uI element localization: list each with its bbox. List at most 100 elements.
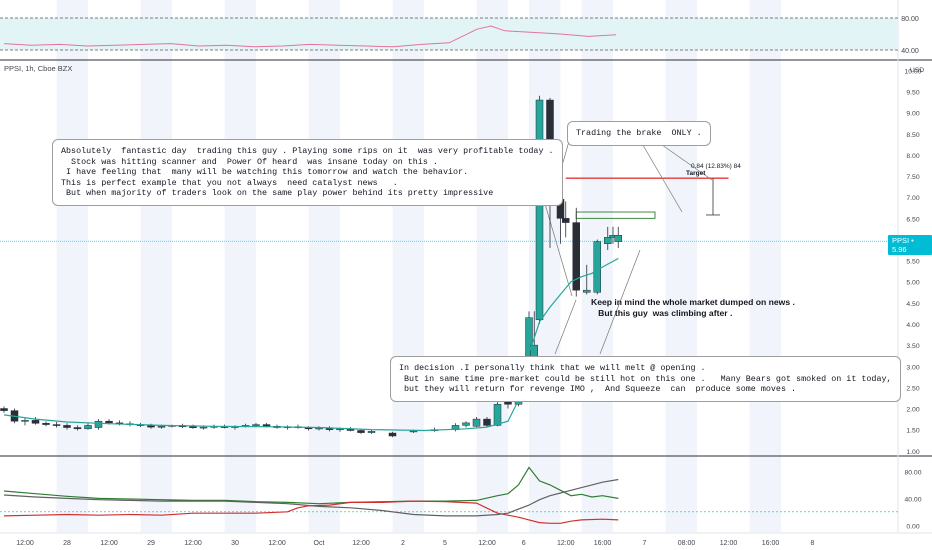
session-shade-5 — [476, 0, 508, 532]
decision-annotation-note[interactable]: In decision .I personally think that we … — [390, 356, 901, 402]
main-note-pointer-a — [542, 196, 573, 297]
candle-body-10 — [105, 420, 113, 424]
candle-body-24 — [252, 424, 260, 426]
time-tick-label-10: 5 — [443, 540, 447, 547]
time-tick-label-4: 12:00 — [184, 540, 202, 547]
time-tick-label-6: 12:00 — [268, 540, 286, 547]
candle-body-0 — [0, 408, 8, 411]
moving-average-line — [3, 257, 619, 432]
time-tick-label-0: 12:00 — [16, 540, 34, 547]
rsi-series-line-0 — [3, 25, 617, 48]
candle-body-4 — [42, 423, 50, 425]
time-tick-label-18: 16:00 — [762, 540, 780, 547]
time-tick-label-17: 12:00 — [720, 540, 738, 547]
price-tick-label-13: 3.50 — [906, 343, 919, 350]
price-tick-label-10: 5.00 — [906, 280, 919, 287]
candle-body-55 — [604, 237, 612, 244]
candle-body-9 — [94, 420, 103, 428]
price-tick-label-16: 2.00 — [906, 407, 919, 414]
symbol-label: PPSI, 1h, Cboe BZX — [4, 64, 73, 73]
time-tick-label-8: 12:00 — [352, 540, 370, 547]
time-tick-label-7: Oct — [314, 540, 325, 547]
price-tick-label-6: 7.00 — [906, 195, 919, 202]
rsi-tick-label-0: 80.00 — [901, 16, 919, 23]
brake-note-pointer-a — [639, 139, 683, 213]
session-shade-8 — [665, 0, 697, 532]
time-tick-label-15: 7 — [643, 540, 647, 547]
time-tick-label-19: 8 — [811, 540, 815, 547]
candle-body-25 — [262, 424, 271, 427]
candle-body-19 — [199, 426, 208, 429]
price-tick-label-12: 4.00 — [906, 322, 919, 329]
session-shade-6 — [529, 0, 561, 532]
price-tick-label-14: 3.00 — [906, 364, 919, 371]
main-annotation-note[interactable]: Absolutely fantastic day trading this gu… — [52, 139, 563, 206]
session-shade-0 — [56, 0, 88, 532]
time-tick-label-16: 08:00 — [678, 540, 696, 547]
rsi-band — [0, 18, 898, 50]
session-shade-2 — [224, 0, 256, 532]
candle-body-6 — [63, 425, 71, 428]
session-shade-3 — [308, 0, 340, 532]
current-price-tag: PPSI • 5.96 — [888, 235, 932, 256]
candle-body-15 — [157, 426, 166, 428]
decision-note-pointer-a — [554, 299, 577, 355]
time-tick-label-1: 28 — [63, 540, 71, 547]
session-shade-9 — [749, 0, 781, 532]
price-tick-label-5: 7.50 — [906, 174, 919, 181]
time-tick-label-2: 12:00 — [100, 540, 118, 547]
candle-body-57 — [614, 235, 622, 242]
candle-body-43 — [493, 404, 502, 426]
target-measure-label: 0.84 (12.83%) 84 — [691, 163, 741, 170]
price-tick-label-15: 2.50 — [906, 385, 919, 392]
candle-body-2 — [21, 420, 29, 422]
candle-body-8 — [84, 425, 92, 430]
candle-body-37 — [409, 430, 418, 433]
price-tick-label-3: 8.50 — [906, 132, 919, 139]
price-tick-label-7: 6.50 — [906, 216, 919, 223]
time-tick-label-5: 30 — [231, 540, 239, 547]
price-tick-label-9: 5.50 — [906, 259, 919, 266]
market-annotation-note: Keep in mind the whole market dumped on … — [591, 297, 795, 318]
candle-body-53 — [583, 289, 591, 293]
candle-body-40 — [462, 422, 470, 426]
session-shade-1 — [140, 0, 172, 532]
price-tick-label-4: 8.00 — [906, 153, 919, 160]
brake-annotation-note[interactable]: Trading the brake ONLY . — [567, 121, 711, 146]
target-label: Target — [686, 170, 706, 177]
candle-body-3 — [31, 420, 40, 424]
time-tick-label-12: 6 — [522, 540, 526, 547]
brake-note-pointer-b — [654, 139, 713, 181]
price-tick-label-0: 10.00 — [904, 68, 921, 75]
candle-body-5 — [52, 424, 61, 426]
dmi-tick-label-0: 80.00 — [904, 469, 921, 476]
candle-body-7 — [73, 427, 82, 430]
candle-body-34 — [357, 430, 365, 433]
dmi-series-line-1 — [3, 500, 619, 524]
dmi-series-line-2 — [3, 478, 619, 517]
price-tick-label-1: 9.50 — [906, 90, 919, 97]
dmi-tick-label-2: 0.00 — [906, 523, 919, 530]
price-tick-label-17: 1.50 — [906, 428, 919, 435]
candle-body-51 — [562, 218, 570, 223]
price-tick-label-2: 9.00 — [906, 111, 919, 118]
candle-body-41 — [472, 418, 481, 427]
time-tick-label-3: 29 — [147, 540, 155, 547]
candle-body-52 — [572, 222, 580, 291]
price-unit-label: USD — [910, 67, 924, 74]
rsi-tick-label-1: 40.00 — [901, 48, 919, 55]
time-tick-label-11: 12:00 — [478, 540, 496, 547]
candle-body-42 — [483, 418, 491, 426]
price-tick-label-18: 1.00 — [906, 449, 919, 456]
time-tick-label-9: 2 — [401, 540, 405, 547]
session-shade-4 — [392, 0, 424, 532]
candle-body-36 — [388, 432, 397, 437]
decision-note-pointer-b — [599, 249, 641, 355]
dmi-tick-label-1: 40.00 — [904, 496, 921, 503]
price-tick-label-11: 4.50 — [906, 301, 919, 308]
candle-body-35 — [367, 431, 376, 433]
time-tick-label-14: 16:00 — [594, 540, 612, 547]
time-tick-label-13: 12:00 — [557, 540, 575, 547]
candle-body-48 — [535, 99, 544, 321]
